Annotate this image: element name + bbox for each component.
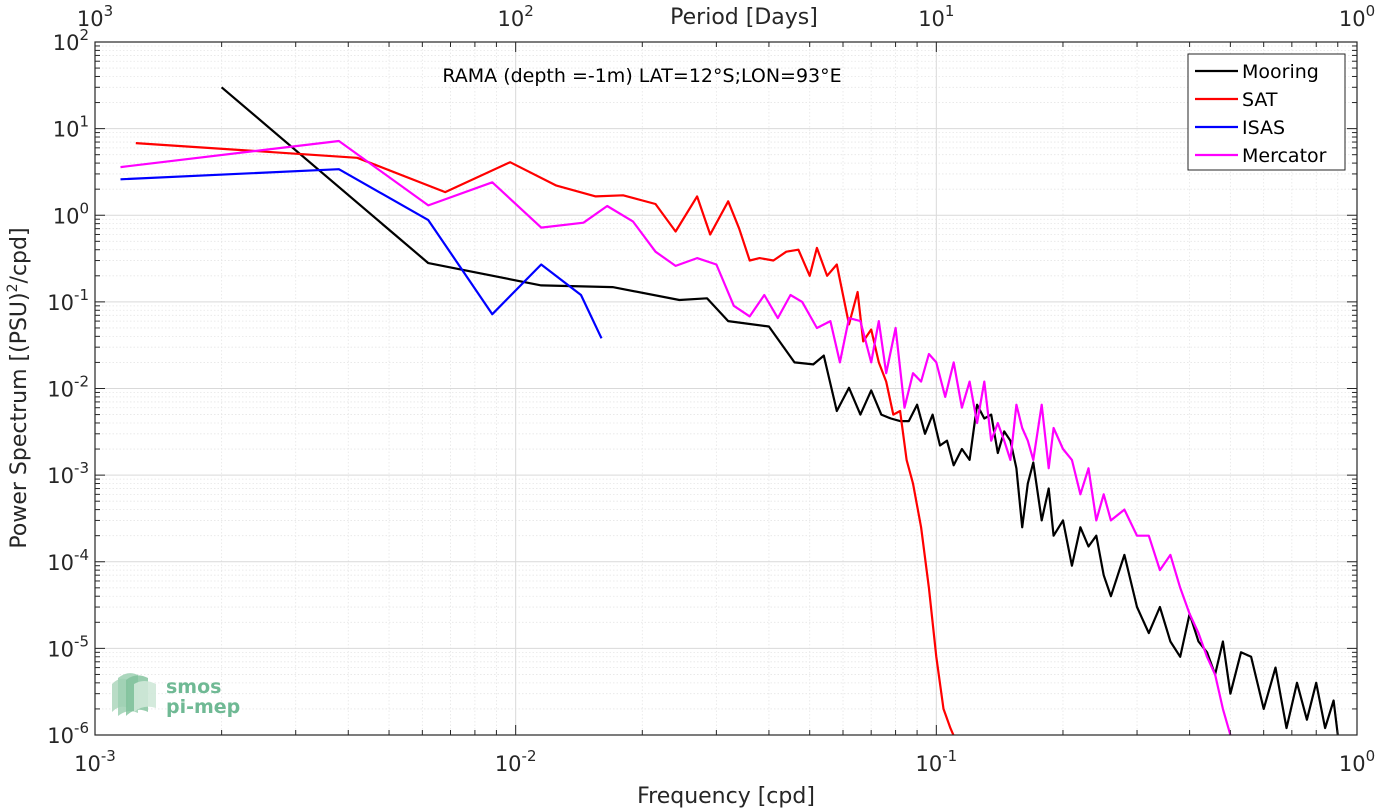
series-line-mooring bbox=[220, 86, 1339, 735]
y-tick-label-exponent: 1 bbox=[79, 113, 89, 131]
y-tick-label-base: 10 bbox=[53, 118, 80, 142]
top-tick-label: 102 bbox=[498, 2, 534, 31]
y-tick-label-exponent: 0 bbox=[79, 199, 89, 217]
legend-label-mooring: Mooring bbox=[1242, 61, 1319, 83]
x-tick-label: 10-2 bbox=[495, 747, 537, 776]
y-tick-label-base: 10 bbox=[47, 378, 74, 402]
y-axis-title-exponent: 2 bbox=[5, 283, 21, 292]
y-tick-label-base: 10 bbox=[53, 204, 80, 228]
top-tick-label: 101 bbox=[918, 2, 954, 31]
y-tick-label: 100 bbox=[53, 199, 89, 228]
legend-box bbox=[1187, 53, 1346, 171]
x-tick-label: 100 bbox=[1339, 747, 1375, 776]
y-tick-label: 102 bbox=[53, 26, 89, 55]
legend-label-sat: SAT bbox=[1242, 89, 1278, 111]
x-tick-label: 10-3 bbox=[74, 747, 116, 776]
y-tick-label: 10-3 bbox=[47, 459, 89, 488]
top-tick-label-base: 10 bbox=[1339, 7, 1366, 31]
plot-title: RAMA (depth =-1m) LAT=12°S;LON=93°E bbox=[442, 65, 841, 87]
top-tick-label-base: 10 bbox=[918, 7, 945, 31]
x-tick-label-exponent: -3 bbox=[101, 747, 116, 765]
x-tick-label-base: 10 bbox=[74, 752, 101, 776]
y-tick-label-base: 10 bbox=[47, 291, 74, 315]
top-tick-label-exponent: 2 bbox=[524, 2, 534, 20]
y-axis-title-unit: /cpd] bbox=[7, 227, 32, 283]
logo-text-pi-mep: pi-mep bbox=[166, 696, 240, 718]
logo-text-smos: smos bbox=[166, 676, 221, 698]
top-tick-label-exponent: 0 bbox=[1366, 2, 1376, 20]
y-tick-label: 10-5 bbox=[47, 632, 89, 661]
y-tick-label-base: 10 bbox=[47, 637, 74, 661]
y-tick-label: 10-4 bbox=[47, 546, 89, 575]
x-tick-label: 10-1 bbox=[915, 747, 957, 776]
top-axis-title: Period [Days] bbox=[670, 5, 818, 30]
legend-items: Mooring SAT ISAS Mercator bbox=[1195, 61, 1327, 167]
x-tick-label-base: 10 bbox=[495, 752, 522, 776]
series-line-mercator bbox=[120, 139, 1232, 735]
legend: Mooring SAT ISAS Mercator bbox=[1187, 53, 1346, 171]
x-tick-label-exponent: 0 bbox=[1366, 747, 1376, 765]
logo-wave-4 bbox=[134, 681, 156, 712]
y-tick-label: 10-1 bbox=[47, 286, 89, 315]
y-tick-label-exponent: -2 bbox=[74, 373, 89, 391]
top-tick-label: 100 bbox=[1339, 2, 1375, 31]
top-tick-label-exponent: 1 bbox=[945, 2, 955, 20]
top-tick-label-exponent: 3 bbox=[104, 2, 114, 20]
x-axis-title: Frequency [cpd] bbox=[637, 784, 815, 809]
legend-label-mercator: Mercator bbox=[1242, 145, 1327, 167]
y-tick-label-exponent: -5 bbox=[74, 632, 89, 650]
legend-label-isas: ISAS bbox=[1242, 117, 1285, 139]
top-tick-label-base: 10 bbox=[498, 7, 525, 31]
y-tick-label-base: 10 bbox=[53, 31, 80, 55]
y-axis-title-main: Power Spectrum [(PSU) bbox=[7, 292, 32, 548]
top-tick-label-base: 10 bbox=[77, 7, 104, 31]
y-tick-label-base: 10 bbox=[47, 464, 74, 488]
x-tick-label-exponent: -1 bbox=[942, 747, 957, 765]
x-tick-label-base: 10 bbox=[915, 752, 942, 776]
y-tick-label-base: 10 bbox=[47, 551, 74, 575]
series-line-sat bbox=[135, 142, 955, 735]
y-tick-label: 10-6 bbox=[47, 719, 89, 748]
series-line-isas bbox=[120, 168, 603, 339]
y-tick-label-exponent: -3 bbox=[74, 459, 89, 477]
y-tick-label-base: 10 bbox=[47, 724, 74, 748]
top-tick-label: 103 bbox=[77, 2, 113, 31]
y-tick-label-exponent: -1 bbox=[74, 286, 89, 304]
series-layer bbox=[120, 86, 1339, 735]
y-tick-label: 101 bbox=[53, 113, 89, 142]
y-tick-label-exponent: -6 bbox=[74, 719, 89, 737]
y-axis-title: Power Spectrum [(PSU)2/cpd] bbox=[5, 227, 32, 548]
y-tick-label-exponent: -4 bbox=[74, 546, 89, 564]
smos-pi-mep-logo: smos pi-mep bbox=[112, 673, 240, 718]
y-tick-label-exponent: 2 bbox=[79, 26, 89, 44]
x-tick-label-exponent: -2 bbox=[522, 747, 537, 765]
x-tick-label-base: 10 bbox=[1339, 752, 1366, 776]
y-tick-label: 10-2 bbox=[47, 373, 89, 402]
